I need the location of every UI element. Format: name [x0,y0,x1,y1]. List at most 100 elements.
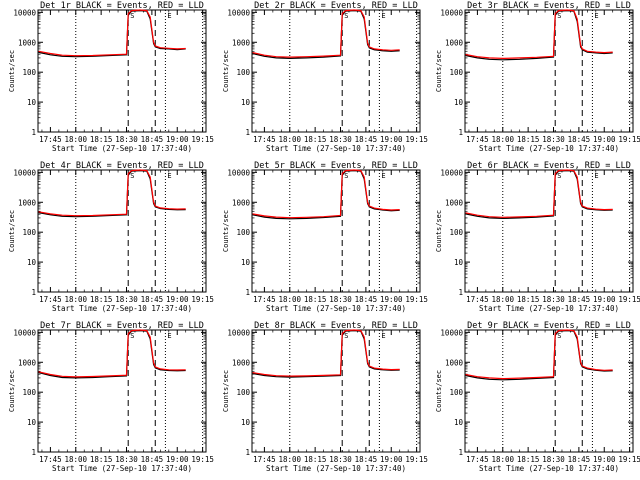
end-marker-label: E [167,332,171,340]
panel-det-8: Det 8r BLACK = Events, RED = LLD 1 10 100 10… [222,321,428,473]
x-tick-label: 18:15 [90,295,113,304]
y-tick-label: 10 [454,258,464,267]
y-tick-label: 10 [241,418,251,427]
y-axis-label: Counts/sec [222,50,230,92]
x-tick-label: 18:15 [517,135,540,144]
events-series-line [465,329,613,381]
plot-frame [251,329,421,453]
y-tick-label: 100 [449,68,463,77]
x-tick-label: 18:30 [542,455,565,464]
y-tick-label: 10 [454,98,464,107]
x-tick-label: 18:00 [278,295,301,304]
y-tick-label: 10 [454,418,464,427]
y-tick-label: 10 [27,98,37,107]
x-tick-label: 18:15 [90,135,113,144]
x-axis-label: Start Time (27-Sep-10 17:37:40) [52,144,192,153]
lld-series-line [252,169,400,219]
x-tick-label: 17:45 [39,455,62,464]
x-tick-label: 17:45 [253,135,276,144]
x-tick-label: 18:45 [568,455,591,464]
panel-title: Det 4r BLACK = Events, RED = LLD [40,161,204,171]
plot-frame [464,9,634,133]
x-axis-label: Start Time (27-Sep-10 17:37:40) [266,144,406,153]
x-tick-label: 18:15 [90,455,113,464]
panel-title: Det 9r BLACK = Events, RED = LLD [467,321,631,331]
x-tick-label: 18:00 [491,135,514,144]
panel-title: Det 3r BLACK = Events, RED = LLD [467,1,631,11]
plot-frame [251,169,421,293]
x-tick-label: 17:45 [466,135,489,144]
x-tick-label: 18:15 [517,455,540,464]
x-tick-label: 18:00 [278,455,301,464]
x-tick-label: 18:45 [355,135,378,144]
x-tick-label: 19:15 [191,455,214,464]
y-tick-label: 10 [27,258,37,267]
x-tick-label: 18:45 [568,295,591,304]
y-axis-label: Counts/sec [222,210,230,252]
y-axis-label: Counts/sec [435,370,443,412]
events-series-line [38,169,186,218]
x-tick-label: 19:15 [405,135,428,144]
y-tick-label: 10000 [13,8,36,17]
x-tick-label: 18:45 [141,295,164,304]
x-tick-label: 19:00 [166,455,189,464]
x-axis-label: Start Time (27-Sep-10 17:37:40) [266,304,406,313]
x-tick-label: 18:30 [542,135,565,144]
y-tick-label: 1000 [18,198,37,207]
end-marker-label: E [594,12,598,20]
plot-frame [251,9,421,133]
lld-series-line [38,169,186,217]
x-tick-label: 18:00 [491,455,514,464]
y-tick-label: 10000 [440,8,463,17]
y-axis-label: Counts/sec [435,210,443,252]
y-tick-label: 10000 [440,328,463,337]
x-axis-label: Start Time (27-Sep-10 17:37:40) [479,464,619,473]
end-marker-label: E [381,12,385,20]
x-tick-label: 19:00 [166,295,189,304]
x-axis-label: Start Time (27-Sep-10 17:37:40) [52,304,192,313]
panel-det-3: Det 3r BLACK = Events, RED = LLD 1 10 100 10… [435,1,640,153]
y-tick-label: 10000 [227,8,250,17]
x-tick-label: 18:00 [64,295,87,304]
y-tick-label: 1 [458,448,463,457]
events-series-line [38,329,186,379]
y-tick-label: 100 [22,228,36,237]
y-tick-label: 1 [245,128,250,137]
start-marker-label: S [557,12,561,20]
x-tick-label: 18:00 [64,135,87,144]
plot-frame [37,9,207,133]
y-tick-label: 1 [31,128,36,137]
x-tick-label: 19:15 [405,455,428,464]
lld-series-line [465,169,613,218]
plot-frame [464,169,634,293]
start-marker-label: S [557,172,561,180]
x-tick-label: 18:30 [329,295,352,304]
y-tick-label: 100 [236,228,250,237]
end-marker-label: E [594,172,598,180]
x-tick-label: 19:00 [593,135,616,144]
panel-title: Det 1r BLACK = Events, RED = LLD [40,1,204,11]
events-series-line [252,9,400,60]
panel-det-4: Det 4r BLACK = Events, RED = LLD 1 10 100 10… [8,161,214,313]
x-tick-label: 17:45 [253,455,276,464]
x-axis-label: Start Time (27-Sep-10 17:37:40) [479,144,619,153]
x-tick-label: 17:45 [39,135,62,144]
y-tick-label: 1000 [18,38,37,47]
lld-series-line [252,329,400,377]
y-axis-label: Counts/sec [8,210,16,252]
events-series-line [465,9,613,61]
start-marker-label: S [130,172,134,180]
y-tick-label: 10000 [13,168,36,177]
y-tick-label: 10000 [227,328,250,337]
y-tick-label: 1 [245,448,250,457]
y-tick-label: 10000 [227,168,250,177]
lld-series-line [38,9,186,57]
plot-frame [37,169,207,293]
y-axis-label: Counts/sec [435,50,443,92]
start-marker-label: S [344,172,348,180]
y-tick-label: 100 [449,228,463,237]
x-axis-label: Start Time (27-Sep-10 17:37:40) [479,304,619,313]
x-tick-label: 18:15 [304,135,327,144]
y-tick-label: 1 [245,288,250,297]
